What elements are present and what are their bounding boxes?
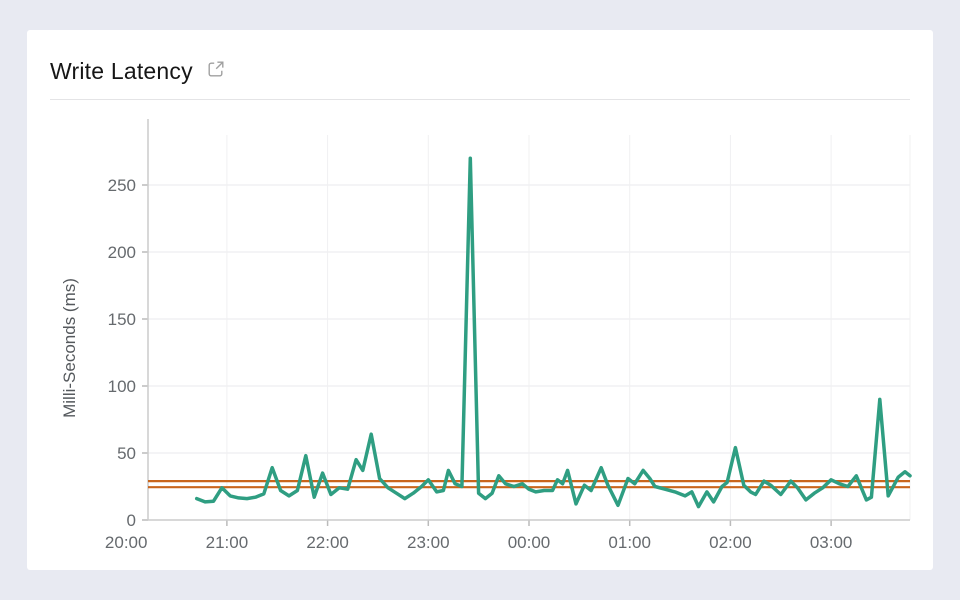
x-tick-label: 22:00 <box>306 533 349 552</box>
header-divider <box>50 99 910 100</box>
y-axis-title: Milli-Seconds (ms) <box>60 278 79 418</box>
y-tick-label: 150 <box>108 310 136 329</box>
card-header: Write Latency <box>27 30 933 84</box>
x-tick-label: 21:00 <box>206 533 249 552</box>
y-tick-label: 200 <box>108 243 136 262</box>
write-latency-chart[interactable]: 0 50 100 150 200 250 20:00 21:00 22:00 23:00 00:00… <box>27 115 933 565</box>
y-tick-label: 0 <box>127 511 136 530</box>
external-link-icon[interactable] <box>206 59 226 79</box>
x-tick-label: 03:00 <box>810 533 853 552</box>
x-tick-label: 23:00 <box>407 533 450 552</box>
chart-card: Write Latency 0 50 100 150 200 250 20:00 21:00 2… <box>27 30 933 570</box>
y-tick-label: 100 <box>108 377 136 396</box>
x-tick-label: 20:00 <box>105 533 148 552</box>
x-tick-label: 00:00 <box>508 533 551 552</box>
x-tick-label: 01:00 <box>608 533 651 552</box>
y-tick-label: 50 <box>117 444 136 463</box>
page-title: Write Latency <box>50 58 193 84</box>
series-line-write-latency-ms[interactable] <box>194 156 912 509</box>
x-tick-label: 02:00 <box>709 533 752 552</box>
y-tick-label: 250 <box>108 176 136 195</box>
